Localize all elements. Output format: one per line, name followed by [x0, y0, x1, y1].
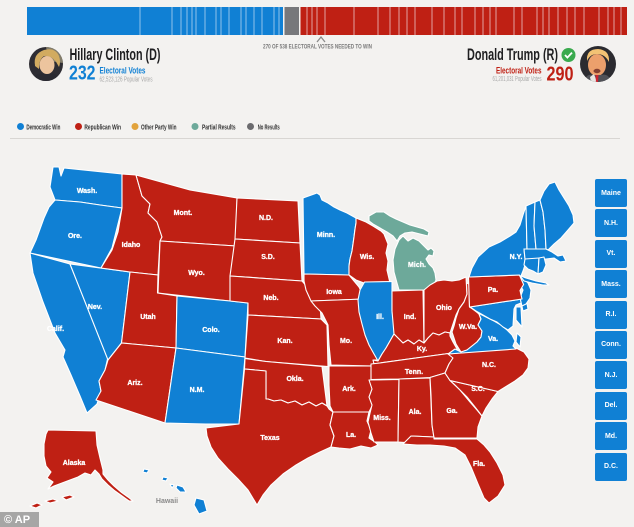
svg-text:Wash.: Wash.: [77, 188, 97, 195]
svg-text:Okla.: Okla.: [286, 376, 303, 383]
svg-text:No Results: No Results: [258, 123, 280, 132]
svg-text:N.Y.: N.Y.: [510, 254, 523, 261]
svg-text:Republican Win: Republican Win: [84, 123, 121, 132]
svg-text:Electoral Votes: Electoral Votes: [496, 66, 542, 77]
svg-text:Partial Results: Partial Results: [202, 123, 236, 132]
svg-text:Neb.: Neb.: [263, 295, 278, 302]
svg-text:Democratic Win: Democratic Win: [26, 123, 60, 132]
svg-text:Minn.: Minn.: [317, 232, 335, 239]
svg-text:Utah: Utah: [140, 314, 156, 321]
svg-text:Ore.: Ore.: [68, 233, 82, 240]
svg-text:Pa.: Pa.: [488, 287, 499, 294]
svg-text:Ky.: Ky.: [417, 346, 427, 353]
svg-text:Ariz.: Ariz.: [127, 380, 142, 387]
svg-text:232: 232: [69, 62, 96, 85]
svg-text:Fla.: Fla.: [473, 461, 485, 468]
svg-text:W.Va.: W.Va.: [459, 324, 477, 331]
svg-text:Hillary Clinton (D): Hillary Clinton (D): [70, 46, 161, 64]
svg-text:Ohio: Ohio: [436, 305, 452, 312]
svg-text:N.M.: N.M.: [190, 387, 205, 394]
svg-text:Wis.: Wis.: [360, 254, 374, 261]
svg-text:Iowa: Iowa: [326, 289, 342, 296]
svg-text:Mich.: Mich.: [408, 262, 426, 269]
svg-text:Hawaii: Hawaii: [156, 498, 178, 505]
svg-text:Nev.: Nev.: [88, 304, 102, 311]
svg-text:Ind.: Ind.: [404, 314, 416, 321]
svg-text:Va.: Va.: [488, 336, 498, 343]
svg-text:Miss.: Miss.: [373, 415, 391, 422]
svg-text:Colo.: Colo.: [202, 327, 220, 334]
svg-text:Tenn.: Tenn.: [405, 369, 423, 376]
svg-text:Calif.: Calif.: [47, 326, 64, 333]
svg-text:Ala.: Ala.: [409, 409, 422, 416]
svg-text:S.D.: S.D.: [261, 254, 275, 261]
svg-text:N.C.: N.C.: [482, 362, 496, 369]
svg-text:Alaska: Alaska: [63, 460, 86, 467]
svg-text:61,201,031 Popular Votes: 61,201,031 Popular Votes: [493, 76, 542, 83]
svg-text:Ark.: Ark.: [342, 386, 356, 393]
svg-text:Donald Trump (R): Donald Trump (R): [467, 46, 558, 64]
svg-text:S.C.: S.C.: [471, 386, 485, 393]
svg-text:N.D.: N.D.: [259, 215, 273, 222]
svg-text:Ill.: Ill.: [376, 314, 384, 321]
svg-text:290: 290: [547, 63, 574, 86]
svg-text:Other Party Win: Other Party Win: [141, 123, 177, 132]
svg-text:Kan.: Kan.: [277, 338, 292, 345]
svg-text:62,523,126 Popular Votes: 62,523,126 Popular Votes: [100, 76, 153, 83]
svg-text:Electoral Votes: Electoral Votes: [100, 66, 146, 77]
svg-text:Mont.: Mont.: [174, 210, 193, 217]
svg-text:Ga.: Ga.: [446, 408, 457, 415]
svg-text:Texas: Texas: [260, 435, 279, 442]
svg-text:Idaho: Idaho: [122, 242, 141, 249]
svg-text:Mo.: Mo.: [340, 338, 352, 345]
svg-text:La.: La.: [346, 432, 356, 439]
svg-text:Wyo.: Wyo.: [188, 270, 205, 277]
svg-text:270 OF 538 ELECTORAL VOTES NEE: 270 OF 538 ELECTORAL VOTES NEEDED TO WIN: [263, 44, 372, 51]
